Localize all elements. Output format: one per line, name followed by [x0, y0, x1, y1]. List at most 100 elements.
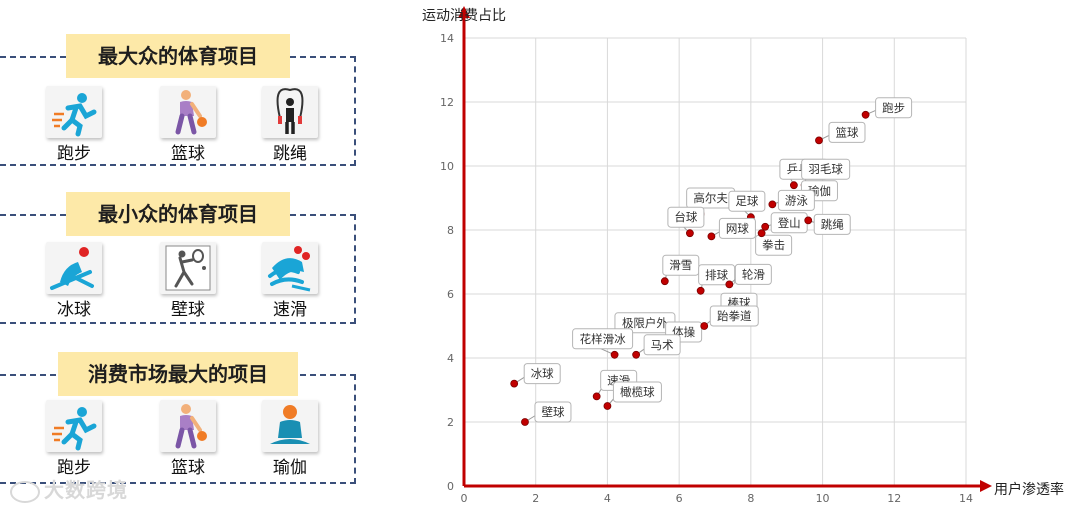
point-label: 冰球	[531, 367, 554, 381]
point-label-box	[612, 381, 662, 403]
sport-item: 跑步	[34, 400, 114, 478]
data-point: 轮滑	[725, 263, 772, 289]
point-marker	[861, 110, 870, 119]
basketball-icon	[160, 86, 216, 138]
yoga-icon	[262, 400, 318, 452]
point-label: 台球	[674, 210, 697, 224]
point-marker	[592, 392, 601, 401]
data-point: 马术	[632, 334, 681, 359]
data-point: 冰球	[510, 363, 561, 388]
sport-item: 跑步	[34, 86, 114, 164]
point-marker	[686, 229, 694, 238]
point-marker	[660, 277, 669, 286]
x-axis-label: 用户渗透率	[994, 481, 1064, 498]
x-tick-label: 6	[676, 492, 683, 505]
point-marker	[510, 379, 519, 388]
point-label-box	[643, 334, 681, 356]
speed-skating-icon	[262, 242, 318, 294]
watermark: 大数跨境	[10, 474, 128, 503]
sport-label: 跑步	[57, 144, 91, 164]
point-marker	[707, 232, 716, 241]
sport-label: 冰球	[57, 300, 91, 320]
data-point: 壁球	[521, 401, 572, 426]
panel-title: 最小众的体育项目	[66, 192, 290, 236]
point-label-box	[813, 213, 851, 235]
y-axis-label: 运动消费占比	[422, 8, 506, 24]
running-icon	[46, 400, 102, 452]
point-label: 橄榄球	[620, 385, 655, 399]
data-point: 跆拳道	[700, 305, 759, 330]
point-marker	[603, 402, 612, 410]
panel-title: 最大众的体育项目	[66, 34, 290, 78]
point-label: 拳击	[762, 238, 785, 252]
y-tick-label: 10	[440, 160, 454, 173]
point-label-box	[755, 234, 793, 256]
sport-item: 壁球	[148, 242, 228, 320]
point-marker	[521, 418, 529, 426]
watermark-text: 大数跨境	[44, 478, 128, 502]
data-point: 滑雪	[660, 254, 700, 286]
point-label: 马术	[651, 338, 674, 352]
point-label: 篮球	[835, 125, 858, 139]
panel-title: 消费市场最大的项目	[58, 352, 298, 396]
point-label-box	[734, 263, 772, 285]
data-point: 跑步	[861, 97, 913, 119]
jump-rope-icon	[262, 86, 318, 138]
point-label-box	[728, 190, 766, 212]
point-label: 极限户外	[622, 316, 668, 330]
point-label: 足球	[735, 194, 758, 208]
x-tick-label: 14	[959, 492, 973, 505]
chart-axes	[458, 6, 992, 492]
x-tick-label: 0	[461, 492, 468, 505]
sport-label: 瑜伽	[273, 458, 307, 478]
point-label-box	[828, 121, 866, 143]
data-point: 网球	[707, 217, 756, 241]
point-label-box	[709, 305, 759, 327]
sport-item: 跳绳	[250, 86, 330, 164]
point-marker	[610, 350, 619, 359]
point-marker	[815, 136, 823, 145]
point-label-box	[801, 158, 851, 180]
point-marker	[789, 181, 798, 190]
data-point: 台球	[667, 206, 705, 238]
point-label: 跳绳	[821, 217, 844, 231]
point-label: 羽毛球	[808, 162, 843, 176]
point-label-box	[667, 206, 705, 228]
squash-icon	[160, 242, 216, 294]
point-marker	[696, 286, 705, 295]
y-tick-label: 6	[447, 288, 454, 301]
point-marker	[768, 200, 777, 209]
point-label: 高尔夫	[693, 191, 728, 205]
point-label: 排球	[705, 268, 728, 282]
point-marker	[757, 229, 766, 238]
sport-label: 速滑	[273, 300, 307, 320]
y-tick-label: 4	[447, 352, 454, 365]
point-label-box	[662, 254, 700, 276]
sport-item: 篮球	[148, 86, 228, 164]
data-point: 橄榄球	[603, 381, 662, 410]
point-label: 游泳	[785, 193, 808, 207]
y-tick-label: 12	[440, 96, 454, 109]
point-marker	[725, 280, 734, 289]
y-axis-arrow-icon	[458, 6, 470, 18]
point-marker	[804, 216, 813, 225]
sport-label: 跳绳	[273, 144, 307, 164]
data-point: 排球	[696, 264, 736, 295]
point-label-box	[698, 264, 736, 286]
sport-label: 篮球	[171, 458, 205, 478]
point-marker	[761, 222, 770, 231]
x-tick-label: 12	[887, 492, 901, 505]
y-tick-label: 2	[447, 416, 454, 429]
data-point: 登山	[761, 212, 808, 234]
x-tick-label: 4	[604, 492, 611, 505]
data-point: 高尔夫	[686, 187, 736, 218]
point-label: 滑雪	[669, 258, 692, 272]
point-label: 跑步	[882, 101, 905, 115]
x-tick-label: 2	[532, 492, 539, 505]
chart-points: 跑步篮球乒乓球羽毛球瑜伽高尔夫足球游泳登山跳绳台球网球拳击滑雪排球轮滑极限户外棒…	[510, 97, 913, 426]
point-label-box	[572, 328, 634, 350]
y-tick-label: 0	[447, 480, 454, 493]
x-axis-arrow-icon	[980, 480, 992, 492]
y-tick-label: 14	[440, 32, 454, 45]
